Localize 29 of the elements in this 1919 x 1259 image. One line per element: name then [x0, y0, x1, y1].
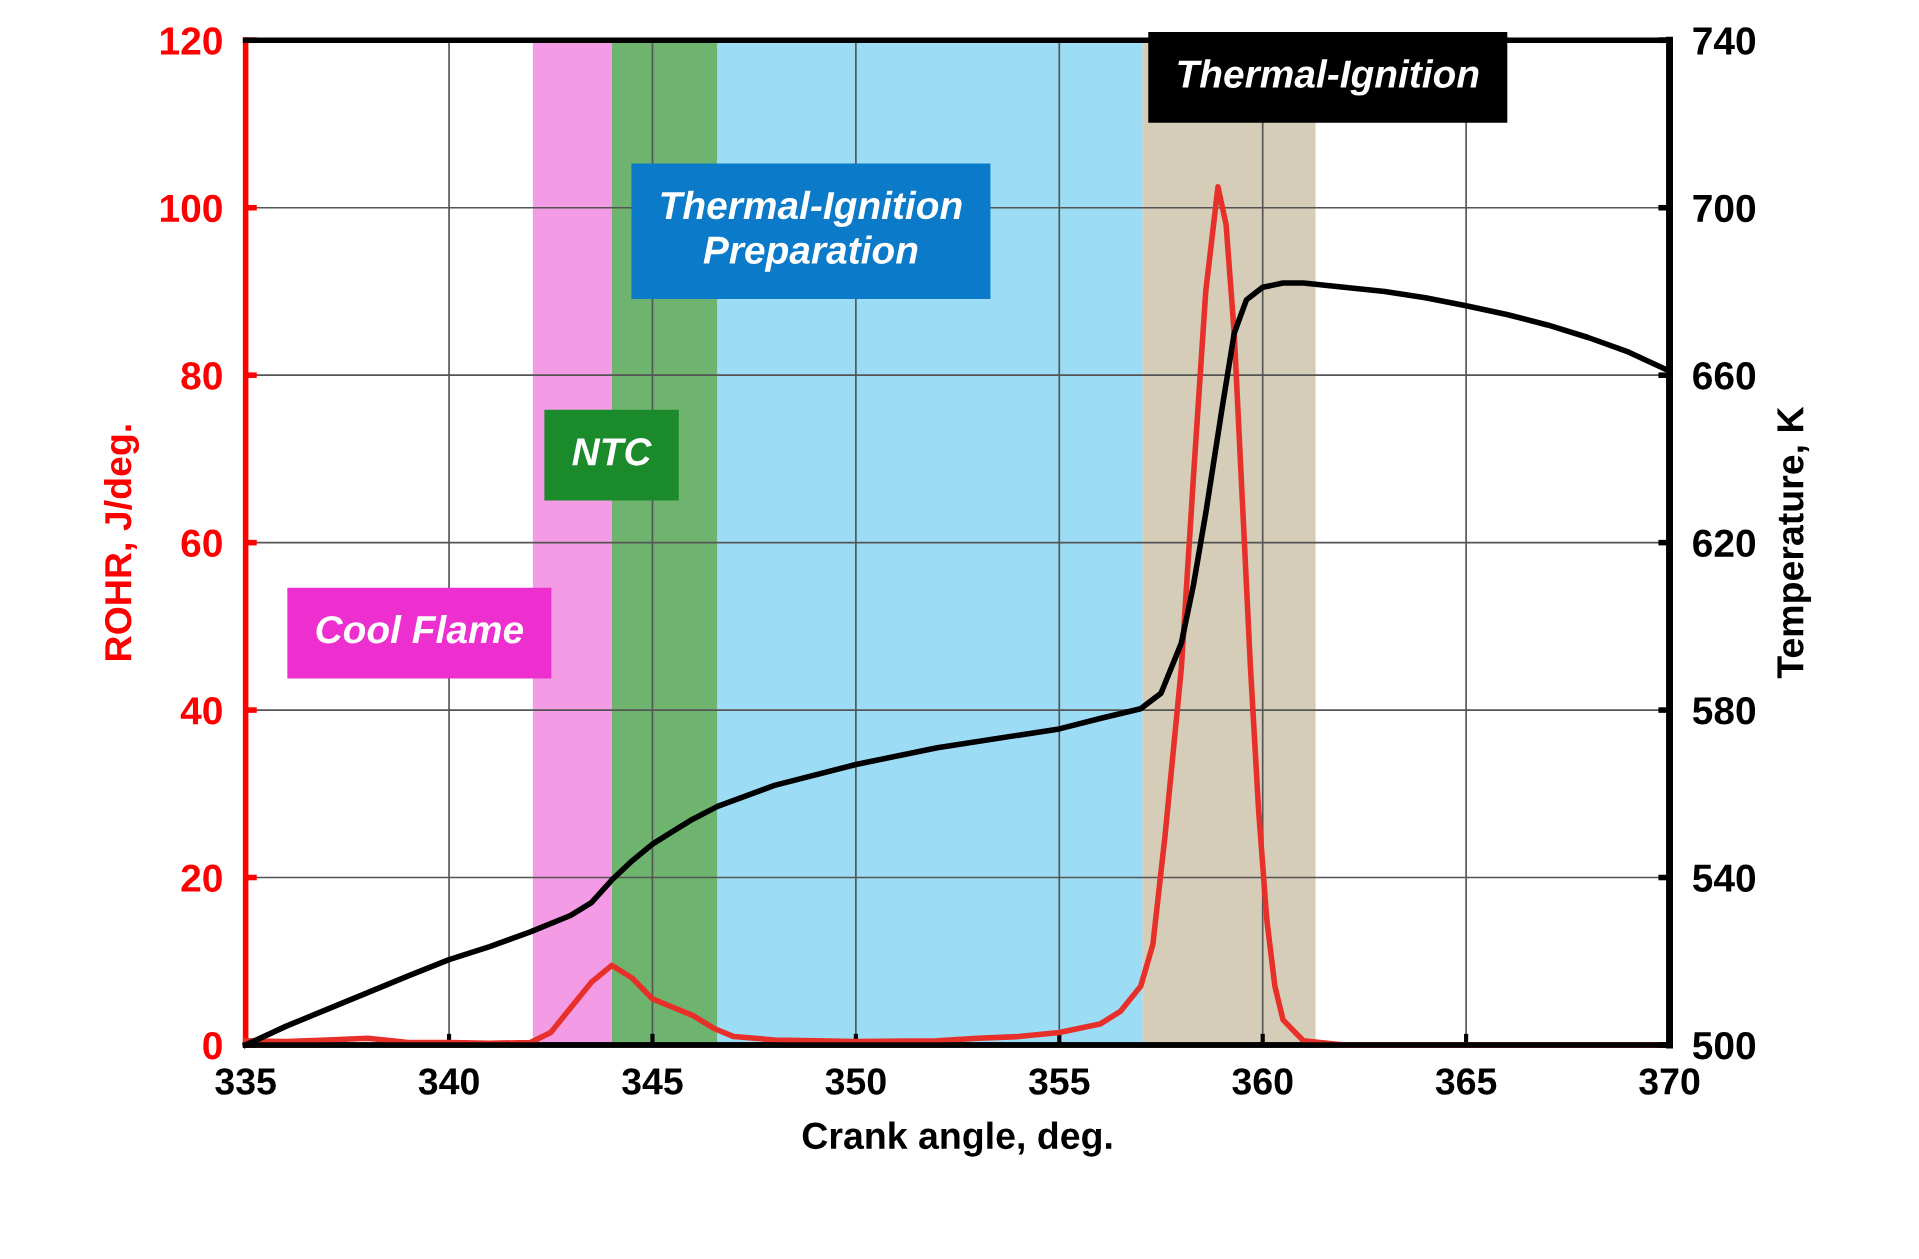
- y-tick-label: 0: [203, 1031, 222, 1060]
- x-axis-title: Crank angle, deg.: [802, 1121, 1112, 1157]
- y2-tick-label: 740: [1693, 27, 1756, 55]
- y2-axis-title: Temperature, K: [1777, 406, 1812, 679]
- x-tick-label: 365: [1435, 1068, 1497, 1095]
- y2-tick-label: 660: [1693, 362, 1756, 390]
- y-axis-title: ROHR, J/deg.: [103, 425, 140, 660]
- x-tick-label: 370: [1639, 1068, 1700, 1095]
- x-tick-label: 335: [215, 1068, 276, 1095]
- x-tick-label: 340: [418, 1068, 479, 1095]
- y-tick-label: 60: [181, 529, 222, 558]
- x-tick-label: 350: [825, 1068, 886, 1095]
- y2-tick-label: 580: [1692, 697, 1756, 725]
- band-label: Cool Flame: [316, 614, 524, 644]
- y-tick-label: 80: [181, 362, 222, 390]
- y-tick-label: 120: [160, 27, 222, 55]
- y2-tick-label: 620: [1693, 529, 1756, 558]
- band-label: NTC: [572, 438, 652, 466]
- x-tick-label: 355: [1028, 1068, 1090, 1095]
- y-tick-label: 100: [160, 194, 222, 223]
- x-tick-label: 345: [622, 1068, 683, 1095]
- y2-tick-label: 500: [1692, 1031, 1756, 1060]
- band-label: Thermal-Ignition Preparation: [661, 190, 962, 272]
- x-tick-label: 360: [1232, 1068, 1293, 1095]
- y2-tick-label: 540: [1692, 864, 1756, 892]
- y-tick-label: 20: [181, 864, 222, 892]
- y2-tick-label: 700: [1693, 194, 1756, 223]
- band-label: Thermal-Ignition: [1178, 59, 1479, 96]
- y-tick-label: 40: [180, 697, 222, 725]
